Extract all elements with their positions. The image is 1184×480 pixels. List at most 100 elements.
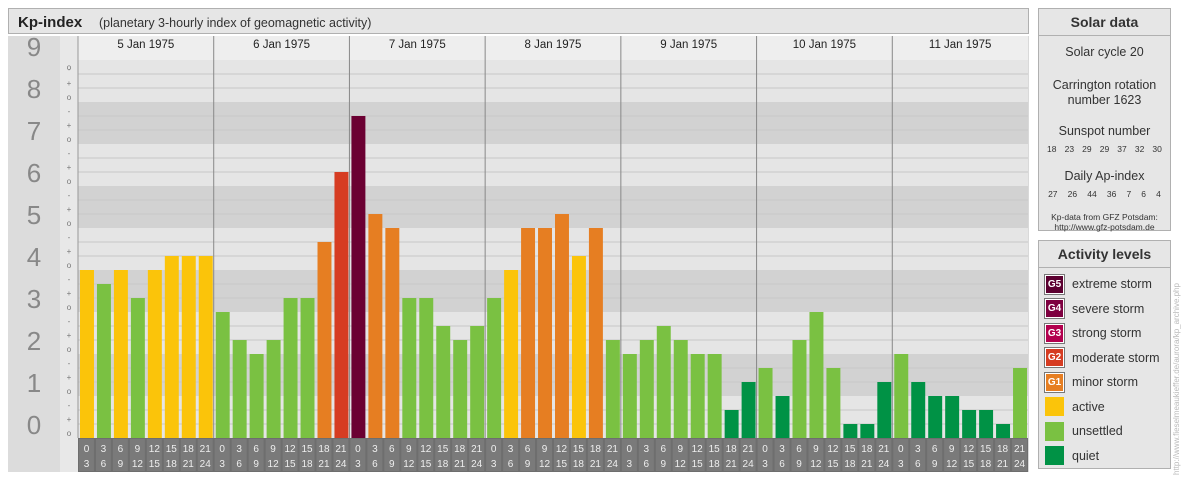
ap-value: 7 bbox=[1126, 189, 1132, 199]
sunspot-value: 23 bbox=[1064, 144, 1075, 154]
level-label: extreme storm bbox=[1072, 277, 1152, 291]
interval-cell bbox=[299, 439, 315, 471]
level-color-swatch: G3 bbox=[1044, 322, 1065, 344]
band-7 bbox=[78, 102, 1028, 144]
interval-end-label: 3 bbox=[762, 459, 768, 470]
chart-title: Kp-index bbox=[18, 14, 83, 31]
interval-cell bbox=[876, 439, 892, 471]
kp-bar bbox=[622, 354, 637, 438]
interval-end-label: 9 bbox=[118, 459, 124, 470]
interval-end-label: 12 bbox=[268, 459, 280, 470]
interval-end-label: 3 bbox=[898, 459, 904, 470]
thirds-tick-label: o bbox=[67, 219, 72, 228]
interval-end-label: 3 bbox=[491, 459, 497, 470]
interval-cell bbox=[316, 439, 332, 471]
kp-bar bbox=[656, 325, 671, 438]
interval-start-label: 12 bbox=[556, 444, 568, 455]
thirds-tick-label: o bbox=[67, 345, 72, 354]
interval-cell bbox=[944, 439, 960, 471]
kp-bar bbox=[164, 256, 179, 438]
interval-start-label: 3 bbox=[372, 444, 378, 455]
kp-bar bbox=[385, 228, 400, 438]
interval-cell bbox=[893, 439, 909, 471]
source-link[interactable]: http://www.gfz-potsdam.de bbox=[1054, 222, 1155, 232]
interval-cell bbox=[282, 439, 298, 471]
interval-start-label: 0 bbox=[762, 444, 768, 455]
kp-bar bbox=[996, 424, 1011, 438]
interval-cell bbox=[333, 439, 349, 471]
interval-start-label: 9 bbox=[813, 444, 819, 455]
thirds-tick-label: o bbox=[67, 429, 72, 438]
interval-end-label: 18 bbox=[844, 459, 856, 470]
interval-cell bbox=[689, 439, 705, 471]
interval-end-label: 6 bbox=[915, 459, 921, 470]
ap-value: 26 bbox=[1067, 189, 1078, 199]
interval-start-label: 6 bbox=[389, 444, 395, 455]
kp-bar bbox=[928, 396, 943, 438]
sunspot-values: 18 23 29 29 37 32 30 bbox=[1039, 144, 1170, 154]
y-tick-label: 1 bbox=[27, 368, 41, 398]
activity-level-minor-storm: G1 minor storm bbox=[1044, 371, 1138, 393]
solar-data-title: Solar data bbox=[1039, 9, 1170, 36]
day-label: 6 Jan 1975 bbox=[253, 39, 310, 51]
interval-cell bbox=[842, 439, 858, 471]
kp-bar bbox=[266, 340, 281, 438]
ap-value: 27 bbox=[1048, 189, 1058, 199]
kp-bar bbox=[521, 228, 536, 438]
activity-level-moderate-storm: G2 moderate storm bbox=[1044, 347, 1160, 368]
interval-start-label: 6 bbox=[796, 444, 802, 455]
interval-start-label: 6 bbox=[118, 444, 124, 455]
interval-end-label: 12 bbox=[403, 459, 415, 470]
interval-start-label: 9 bbox=[270, 444, 276, 455]
interval-end-label: 3 bbox=[355, 459, 361, 470]
day-label: 7 Jan 1975 bbox=[389, 39, 446, 51]
interval-cell bbox=[1012, 439, 1027, 471]
interval-start-label: 15 bbox=[166, 444, 178, 455]
kp-bar bbox=[96, 283, 111, 438]
interval-end-label: 3 bbox=[219, 459, 225, 470]
interval-end-label: 24 bbox=[335, 459, 347, 470]
interval-start-label: 15 bbox=[709, 444, 721, 455]
interval-cell bbox=[112, 439, 128, 471]
interval-cell bbox=[621, 439, 637, 471]
interval-cell bbox=[469, 439, 485, 471]
interval-cell bbox=[740, 439, 756, 471]
interval-end-label: 6 bbox=[644, 459, 650, 470]
kp-bar bbox=[232, 340, 247, 438]
kp-bar bbox=[724, 409, 739, 438]
kp-bar bbox=[979, 409, 994, 438]
activity-level-strong-storm: G3 strong storm bbox=[1044, 322, 1142, 344]
kp-bar bbox=[945, 396, 960, 438]
chart-subtitle: (planetary 3-hourly index of geomagnetic… bbox=[99, 16, 372, 30]
kp-bar bbox=[707, 354, 722, 438]
interval-end-label: 24 bbox=[471, 459, 483, 470]
ap-value: 4 bbox=[1156, 189, 1161, 199]
interval-start-label: 0 bbox=[898, 444, 904, 455]
interval-start-label: 21 bbox=[1014, 444, 1026, 455]
level-color-swatch: G2 bbox=[1044, 347, 1065, 368]
interval-cell bbox=[214, 439, 230, 471]
interval-start-label: 21 bbox=[471, 444, 483, 455]
kp-bar bbox=[894, 354, 909, 438]
kp-bar bbox=[402, 298, 417, 438]
level-color-swatch: G4 bbox=[1044, 298, 1065, 319]
thirds-tick-label: o bbox=[67, 135, 72, 144]
interval-start-label: 15 bbox=[980, 444, 992, 455]
interval-cell bbox=[129, 439, 145, 471]
sunspot-value: 18 bbox=[1047, 144, 1057, 154]
thirds-tick-label: o bbox=[67, 303, 72, 312]
interval-end-label: 18 bbox=[437, 459, 449, 470]
interval-cell bbox=[655, 439, 671, 471]
interval-cell bbox=[774, 439, 790, 471]
thirds-tick-label: - bbox=[68, 149, 71, 158]
interval-start-label: 12 bbox=[963, 444, 975, 455]
kp-bar bbox=[758, 367, 773, 438]
interval-start-label: 15 bbox=[573, 444, 585, 455]
interval-start-label: 9 bbox=[542, 444, 548, 455]
y-tick-label: 0 bbox=[27, 410, 41, 440]
activity-level-severe-storm: G4 severe storm bbox=[1044, 298, 1144, 319]
interval-cell bbox=[808, 439, 824, 471]
interval-end-label: 15 bbox=[827, 459, 839, 470]
thirds-tick-label: - bbox=[68, 191, 71, 200]
level-label: strong storm bbox=[1072, 326, 1142, 340]
